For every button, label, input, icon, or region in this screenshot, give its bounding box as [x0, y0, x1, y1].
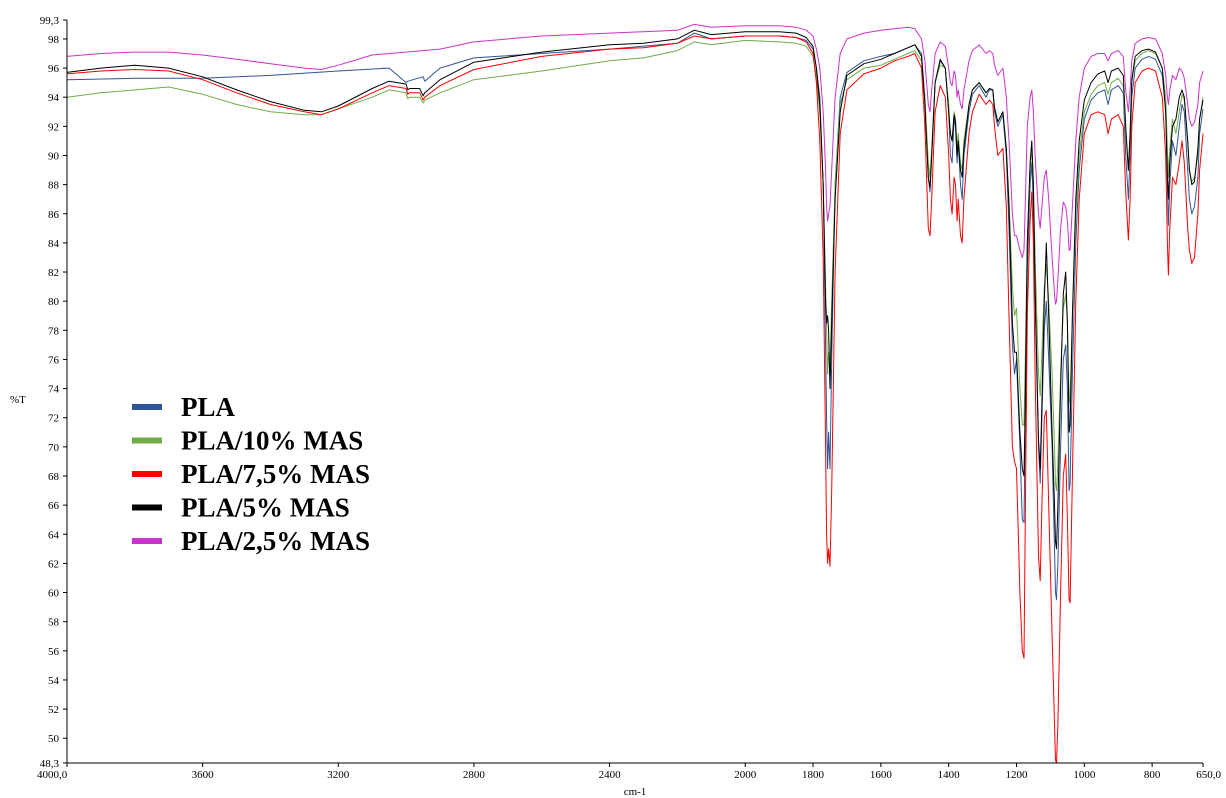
- x-tick-label: 1600: [870, 769, 893, 781]
- y-tick-label: 70: [48, 442, 60, 454]
- x-tick-label: 3200: [327, 769, 350, 781]
- y-tick-label: 62: [48, 558, 59, 570]
- legend-label-3: PLA/5% MAS: [181, 493, 350, 523]
- y-tick-label: 76: [48, 354, 60, 366]
- x-tick-label: 2800: [463, 769, 486, 781]
- x-tick-label: 1800: [802, 769, 825, 781]
- y-tick-label: 86: [48, 209, 60, 221]
- x-tick-label: 1000: [1073, 769, 1096, 781]
- series-layer: [66, 23, 1204, 764]
- legend-swatch-0: [132, 404, 162, 410]
- axes: [66, 20, 1203, 764]
- y-tick-label: 88: [48, 180, 60, 192]
- y-tick-label: 96: [48, 63, 60, 75]
- x-tick-label: 2000: [734, 769, 757, 781]
- x-tick-label: 1200: [1005, 769, 1028, 781]
- y-tick-label: 99,3: [40, 15, 60, 27]
- y-axis-ticks: 48,3 50 52 54 56 58 60 62 64 66 68 70 72 74 76 78 80 82 84…: [40, 15, 67, 770]
- series-line-1: [66, 39, 1204, 492]
- x-tick-label: 2400: [599, 769, 622, 781]
- y-tick-label: 98: [48, 34, 60, 46]
- x-tick-label: 1400: [938, 769, 961, 781]
- legend-swatch-2: [132, 471, 162, 477]
- legend-label-4: PLA/2,5% MAS: [181, 526, 370, 556]
- y-tick-label: 52: [48, 704, 59, 716]
- y-tick-label: 66: [48, 500, 60, 512]
- y-tick-label: 84: [48, 238, 60, 250]
- y-tick-label: 78: [48, 325, 60, 337]
- x-tick-label: 3600: [192, 769, 215, 781]
- x-axis-ticks: 4000,0 3600 3200 2800 2400 2000 1800 1600 1400 12…: [37, 763, 1222, 781]
- y-axis-title: %T: [10, 394, 26, 406]
- y-tick-label: 56: [48, 646, 60, 658]
- y-tick-label: 92: [48, 121, 59, 133]
- y-tick-label: 74: [48, 384, 60, 396]
- legend-swatch-3: [132, 504, 162, 511]
- series-line-4: [66, 23, 1204, 305]
- y-tick-label: 54: [48, 675, 60, 687]
- y-tick-label: 72: [48, 413, 59, 425]
- x-tick-label: 800: [1144, 769, 1161, 781]
- y-tick-label: 94: [48, 92, 60, 104]
- y-tick-label: 50: [48, 733, 60, 745]
- x-tick-label: 650,0: [1196, 769, 1221, 781]
- x-tick-label: 4000,0: [37, 769, 68, 781]
- series-line-2: [66, 35, 1204, 764]
- legend-label-1: PLA/10% MAS: [181, 426, 363, 456]
- x-axis-title: cm-1: [624, 786, 647, 798]
- y-tick-label: 80: [48, 296, 60, 308]
- y-tick-label: 60: [48, 588, 60, 600]
- legend-swatch-1: [132, 437, 162, 444]
- legend-label-2: PLA/7,5% MAS: [181, 459, 370, 489]
- y-tick-label: 48,3: [40, 758, 60, 770]
- y-tick-label: 68: [48, 471, 60, 483]
- series-line-3: [66, 29, 1204, 550]
- y-tick-label: 90: [48, 150, 60, 162]
- legend-swatch-4: [132, 538, 162, 544]
- legend-label-0: PLA: [181, 392, 236, 422]
- y-tick-label: 82: [48, 267, 59, 279]
- y-tick-label: 58: [48, 617, 60, 629]
- y-tick-label: 64: [48, 529, 60, 541]
